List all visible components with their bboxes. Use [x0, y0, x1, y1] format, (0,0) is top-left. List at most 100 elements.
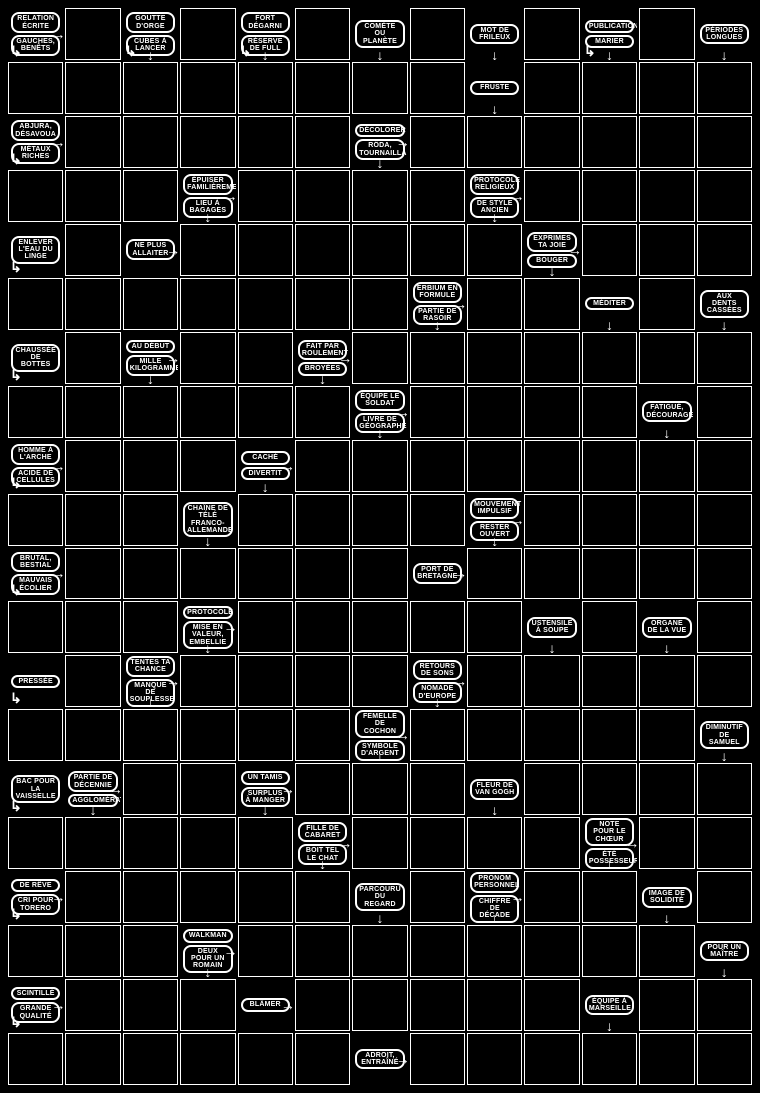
answer-cell[interactable] — [295, 871, 350, 923]
answer-cell[interactable] — [123, 386, 178, 438]
answer-cell[interactable] — [123, 548, 178, 600]
answer-cell[interactable] — [639, 655, 694, 707]
answer-cell[interactable] — [65, 332, 120, 384]
answer-cell[interactable] — [65, 224, 120, 276]
answer-cell[interactable] — [123, 62, 178, 114]
answer-cell[interactable] — [180, 8, 235, 60]
answer-cell[interactable] — [65, 548, 120, 600]
answer-cell[interactable] — [467, 332, 522, 384]
answer-cell[interactable] — [352, 224, 407, 276]
answer-cell[interactable] — [697, 655, 752, 707]
answer-cell[interactable] — [180, 871, 235, 923]
answer-cell[interactable] — [697, 170, 752, 222]
answer-cell[interactable] — [524, 332, 579, 384]
answer-cell[interactable] — [180, 224, 235, 276]
answer-cell[interactable] — [697, 62, 752, 114]
answer-cell[interactable] — [524, 116, 579, 168]
answer-cell[interactable] — [410, 170, 465, 222]
answer-cell[interactable] — [582, 170, 637, 222]
answer-cell[interactable] — [238, 548, 293, 600]
answer-cell[interactable] — [352, 763, 407, 815]
answer-cell[interactable] — [65, 386, 120, 438]
answer-cell[interactable] — [697, 601, 752, 653]
answer-cell[interactable] — [180, 440, 235, 492]
answer-cell[interactable] — [582, 1033, 637, 1085]
answer-cell[interactable] — [410, 332, 465, 384]
answer-cell[interactable] — [295, 601, 350, 653]
answer-cell[interactable] — [65, 979, 120, 1031]
answer-cell[interactable] — [582, 116, 637, 168]
answer-cell[interactable] — [697, 332, 752, 384]
answer-cell[interactable] — [295, 925, 350, 977]
answer-cell[interactable] — [524, 62, 579, 114]
answer-cell[interactable] — [467, 655, 522, 707]
answer-cell[interactable] — [180, 386, 235, 438]
answer-cell[interactable] — [65, 871, 120, 923]
answer-cell[interactable] — [8, 817, 63, 869]
answer-cell[interactable] — [410, 62, 465, 114]
answer-cell[interactable] — [524, 386, 579, 438]
answer-cell[interactable] — [352, 332, 407, 384]
answer-cell[interactable] — [352, 655, 407, 707]
answer-cell[interactable] — [238, 494, 293, 546]
answer-cell[interactable] — [582, 440, 637, 492]
answer-cell[interactable] — [467, 278, 522, 330]
answer-cell[interactable] — [639, 62, 694, 114]
answer-cell[interactable] — [639, 494, 694, 546]
answer-cell[interactable] — [180, 278, 235, 330]
answer-cell[interactable] — [639, 548, 694, 600]
answer-cell[interactable] — [65, 601, 120, 653]
answer-cell[interactable] — [352, 601, 407, 653]
answer-cell[interactable] — [524, 440, 579, 492]
answer-cell[interactable] — [123, 170, 178, 222]
answer-cell[interactable] — [295, 763, 350, 815]
answer-cell[interactable] — [524, 709, 579, 761]
answer-cell[interactable] — [352, 925, 407, 977]
answer-cell[interactable] — [524, 494, 579, 546]
answer-cell[interactable] — [65, 817, 120, 869]
answer-cell[interactable] — [582, 494, 637, 546]
answer-cell[interactable] — [8, 386, 63, 438]
answer-cell[interactable] — [697, 440, 752, 492]
answer-cell[interactable] — [8, 170, 63, 222]
answer-cell[interactable] — [410, 494, 465, 546]
answer-cell[interactable] — [524, 278, 579, 330]
answer-cell[interactable] — [123, 925, 178, 977]
answer-cell[interactable] — [524, 925, 579, 977]
answer-cell[interactable] — [639, 440, 694, 492]
answer-cell[interactable] — [582, 763, 637, 815]
answer-cell[interactable] — [123, 278, 178, 330]
answer-cell[interactable] — [582, 332, 637, 384]
answer-cell[interactable] — [697, 386, 752, 438]
answer-cell[interactable] — [697, 224, 752, 276]
answer-cell[interactable] — [238, 601, 293, 653]
answer-cell[interactable] — [582, 224, 637, 276]
answer-cell[interactable] — [295, 8, 350, 60]
answer-cell[interactable] — [639, 8, 694, 60]
answer-cell[interactable] — [639, 332, 694, 384]
answer-cell[interactable] — [697, 494, 752, 546]
answer-cell[interactable] — [295, 224, 350, 276]
answer-cell[interactable] — [65, 1033, 120, 1085]
answer-cell[interactable] — [180, 62, 235, 114]
answer-cell[interactable] — [352, 170, 407, 222]
answer-cell[interactable] — [697, 548, 752, 600]
answer-cell[interactable] — [65, 170, 120, 222]
answer-cell[interactable] — [410, 440, 465, 492]
answer-cell[interactable] — [639, 278, 694, 330]
answer-cell[interactable] — [410, 8, 465, 60]
answer-cell[interactable] — [65, 62, 120, 114]
answer-cell[interactable] — [8, 601, 63, 653]
answer-cell[interactable] — [295, 170, 350, 222]
answer-cell[interactable] — [352, 817, 407, 869]
answer-cell[interactable] — [65, 655, 120, 707]
answer-cell[interactable] — [180, 116, 235, 168]
answer-cell[interactable] — [238, 386, 293, 438]
answer-cell[interactable] — [410, 224, 465, 276]
answer-cell[interactable] — [352, 548, 407, 600]
answer-cell[interactable] — [582, 871, 637, 923]
answer-cell[interactable] — [65, 8, 120, 60]
answer-cell[interactable] — [352, 494, 407, 546]
answer-cell[interactable] — [180, 332, 235, 384]
answer-cell[interactable] — [697, 116, 752, 168]
